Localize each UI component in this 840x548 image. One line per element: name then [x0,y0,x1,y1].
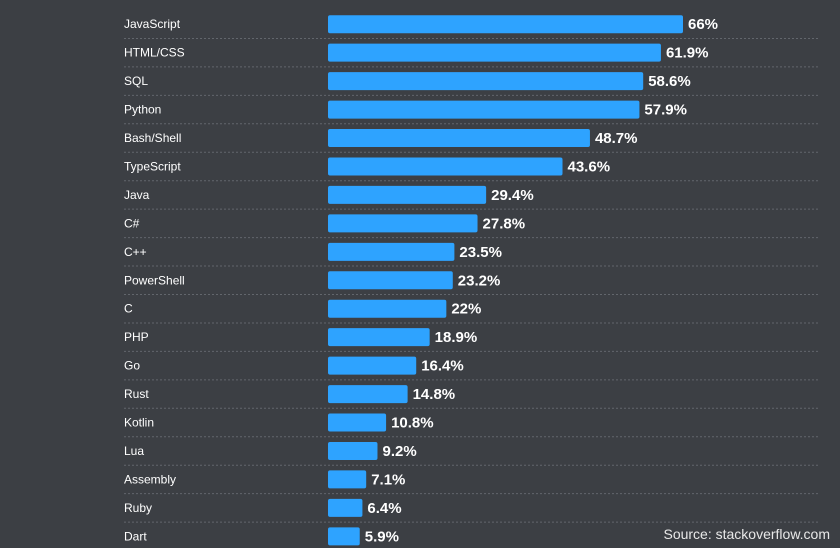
bar [328,242,455,261]
bar [328,328,430,347]
value-label: 58.6% [648,73,691,90]
category-label: Dart [124,529,147,543]
category-label: JavaScript [124,17,181,31]
category-label: Kotlin [124,416,154,430]
bar [328,185,487,204]
value-label: 48.7% [595,130,638,147]
value-label: 6.4% [367,500,401,517]
category-label: C# [124,216,140,230]
category-label: SQL [124,74,148,88]
value-label: 27.8% [483,215,526,232]
value-label: 61.9% [666,45,709,62]
bar [328,157,563,176]
category-label: Lua [124,444,144,458]
category-label: PowerShell [124,273,185,287]
bar [328,470,367,489]
category-label: Rust [124,387,149,401]
bar [328,413,387,432]
value-label: 23.2% [458,272,501,289]
category-label: TypeScript [124,159,181,173]
value-label: 7.1% [371,471,405,488]
value-label: 16.4% [421,358,464,375]
value-label: 5.9% [365,528,399,545]
category-label: C++ [124,245,147,259]
value-label: 9.2% [382,443,416,460]
bar [328,214,478,233]
source-label: Source: stackoverflow.com [663,526,830,542]
value-label: 10.8% [391,415,434,432]
category-label: Java [124,188,150,202]
bar [328,15,683,34]
bar [328,100,640,119]
category-label: Assembly [124,472,176,486]
category-label: Bash/Shell [124,131,181,145]
bar [328,527,360,546]
bar [328,271,453,290]
category-label: Go [124,359,140,373]
value-label: 22% [451,301,481,318]
value-label: 57.9% [644,102,687,119]
category-label: HTML/CSS [124,46,185,60]
category-label: C [124,302,133,316]
bar [328,299,447,318]
category-label: Python [124,103,161,117]
value-label: 18.9% [435,329,478,346]
bar [328,129,590,148]
value-label: 14.8% [413,386,456,403]
category-label: Ruby [124,501,152,515]
bar [328,498,363,517]
bar [328,72,644,91]
value-label: 29.4% [491,187,534,204]
value-label: 66% [688,16,718,33]
value-label: 23.5% [459,244,502,261]
bar [328,441,378,460]
bar [328,356,417,375]
bar [328,385,408,404]
bar [328,43,661,62]
value-label: 43.6% [568,158,611,175]
category-label: PHP [124,330,149,344]
